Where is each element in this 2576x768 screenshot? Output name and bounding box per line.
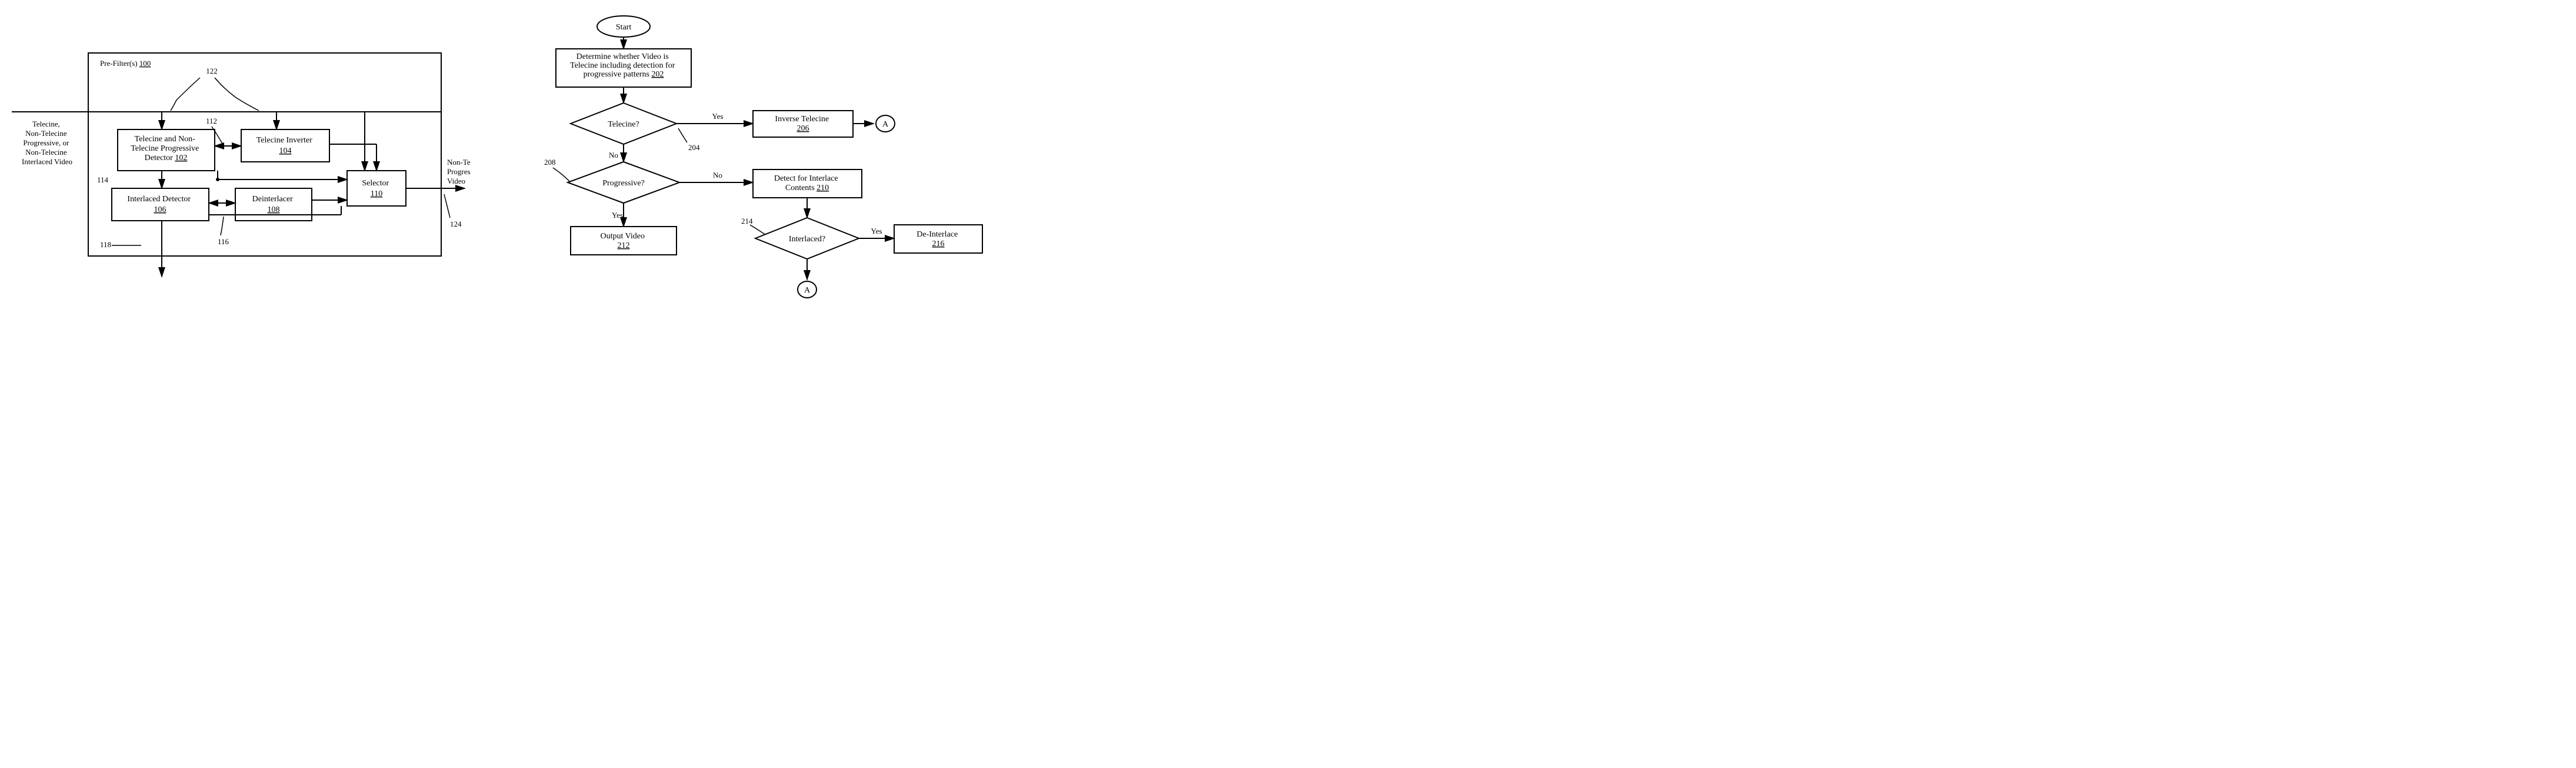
yes-2: Yes: [612, 211, 623, 220]
block-diagram-svg: Pre-Filter(s) 100 Telecine, Non-Telecine…: [12, 12, 471, 282]
interlaced-decision-text: Interlaced?: [789, 235, 825, 244]
ref-124: 124: [450, 220, 462, 228]
squiggle-122a: [171, 78, 200, 111]
ref-204: 204: [688, 143, 700, 152]
no-1: No: [609, 151, 618, 159]
squiggle-122b: [215, 78, 259, 111]
ref-122: 122: [206, 67, 218, 75]
flowchart-svg: Start Determine whether Video is Telecin…: [506, 12, 988, 306]
flowchart: Start Determine whether Video is Telecin…: [506, 12, 988, 309]
yes-1: Yes: [712, 112, 724, 121]
output-label: Non-Telecine Progressive Video: [447, 158, 471, 185]
input-label: Telecine, Non-Telecine Progressive, or N…: [22, 119, 72, 166]
block-diagram-prefilter: Pre-Filter(s) 100 Telecine, Non-Telecine…: [12, 12, 471, 285]
start-label: Start: [616, 23, 632, 32]
inverter-box: [241, 129, 329, 162]
interlaced-detector-box: [112, 188, 209, 221]
ref-116: 116: [218, 237, 229, 246]
squiggle-208: [553, 168, 569, 181]
ref-118: 118: [100, 240, 111, 249]
container-label: Pre-Filter(s) 100: [100, 59, 151, 68]
determine-text: Determine whether Video is Telecine incl…: [570, 52, 677, 79]
telecine-decision-text: Telecine?: [608, 120, 639, 129]
squiggle-204: [678, 128, 687, 142]
connector-A-2-text: A: [804, 286, 811, 295]
no-2: No: [713, 171, 722, 179]
squiggle-214: [750, 225, 765, 234]
progressive-decision-text: Progressive?: [602, 179, 645, 188]
output-video-box: [571, 227, 677, 255]
selector-box: [347, 171, 406, 206]
connector-A-1-text: A: [882, 120, 889, 129]
ref-208: 208: [544, 158, 556, 167]
squiggle-124: [444, 194, 450, 218]
deinterlace-box: [894, 225, 982, 253]
squiggle-116: [221, 217, 224, 235]
deinterlacer-box: [235, 188, 312, 221]
yes-3: Yes: [871, 227, 882, 235]
ref-214: 214: [741, 217, 753, 225]
ref-114: 114: [97, 175, 109, 184]
ref-112: 112: [206, 117, 217, 125]
